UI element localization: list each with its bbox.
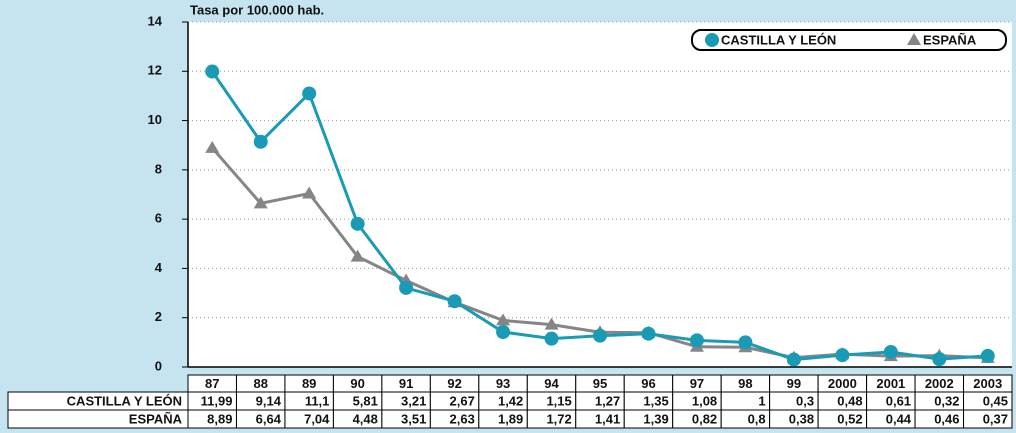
x-tick-label: 90 [350,376,364,391]
marker [641,326,656,341]
x-tick-label: 91 [399,376,413,391]
plot-area [188,22,1012,367]
marker [302,86,317,101]
table-value: 8,89 [207,411,232,426]
y-tick-label: 6 [155,211,162,226]
table-row-label: CASTILLA Y LEÓN [67,393,182,408]
table-value: 0,52 [837,411,862,426]
table-value: 1,42 [498,393,523,408]
table-value: 0,48 [837,393,862,408]
marker [253,134,268,149]
table-value: 1,89 [498,411,523,426]
marker [399,280,414,295]
table-value: 0,3 [796,393,814,408]
table-value: 11,1 [305,393,330,408]
marker [593,328,607,343]
table-cell [963,409,1013,429]
table-value: 7,04 [304,411,330,426]
marker [544,331,559,346]
x-tick-label: 98 [738,376,752,391]
legend-label: CASTILLA Y LEÓN [721,32,836,47]
table-value: 0,45 [983,393,1008,408]
table-value: 0,37 [983,411,1008,426]
marker [496,325,511,340]
table-value: 1,08 [692,393,717,408]
table-value: 0,82 [692,411,717,426]
y-tick-label: 4 [155,260,163,275]
y-tick-label: 0 [155,358,162,373]
x-tick-label: 2003 [973,376,1002,391]
x-tick-label: 93 [496,376,510,391]
marker [253,196,268,209]
table-value: 3,51 [401,411,426,426]
table-cell [7,409,189,429]
y-tick-label: 8 [155,161,162,176]
y-tick-label: 2 [155,309,162,324]
x-tick-label: 87 [205,376,219,391]
table-value: 2,63 [450,411,475,426]
marker [302,186,317,199]
marker [496,313,511,326]
marker [786,352,801,367]
table-value: 1 [758,393,765,408]
table-row-label: ESPAÑA [129,411,183,426]
marker [205,140,220,153]
table-value: 1,41 [595,411,620,426]
x-tick-label: 97 [690,376,704,391]
marker [932,352,947,367]
table-value: 0,8 [748,411,766,426]
marker [544,317,559,330]
table-value: 9,14 [256,393,282,408]
y-tick-label: 14 [148,13,163,28]
marker [835,348,850,363]
x-tick-label: 2001 [876,376,905,391]
legend-marker [705,33,719,47]
marker [689,333,704,348]
x-tick-label: 95 [593,376,607,391]
table-value: 1,27 [595,393,620,408]
legend-marker [907,33,921,45]
x-tick-label: 88 [253,376,267,391]
legend-box [691,29,1007,51]
table-value: 0,46 [934,411,959,426]
marker [883,344,898,359]
marker [205,64,220,79]
x-tick-label: 89 [302,376,316,391]
marker [980,348,995,363]
y-tick-label: 10 [148,112,162,127]
marker [350,249,365,262]
table-value: 1,39 [643,411,668,426]
table-value: 2,67 [450,393,475,408]
table-value: 0,44 [886,411,912,426]
x-tick-label: 92 [447,376,461,391]
table-value: 0,38 [789,411,814,426]
marker [738,335,753,350]
table-value: 4,48 [353,411,378,426]
table-value: 0,61 [886,393,911,408]
table-value: 1,35 [643,393,668,408]
marker [447,294,462,309]
legend-label: ESPAÑA [923,32,977,47]
table-value: 11,99 [201,393,233,408]
y-tick-label: 12 [148,63,162,78]
table-value: 1,72 [546,411,571,426]
x-tick-label: 94 [544,376,559,391]
x-tick-label: 2000 [828,376,857,391]
table-value: 3,21 [401,393,426,408]
table-value: 0,32 [934,393,959,408]
x-tick-label: 2002 [925,376,954,391]
x-tick-label: 96 [641,376,655,391]
marker [350,216,365,231]
subtitle: Tasa por 100.000 hab. [190,2,324,17]
table-value: 1,15 [546,393,571,408]
table-value: 5,81 [353,393,378,408]
x-tick-label: 99 [787,376,801,391]
table-value: 6,64 [256,411,282,426]
